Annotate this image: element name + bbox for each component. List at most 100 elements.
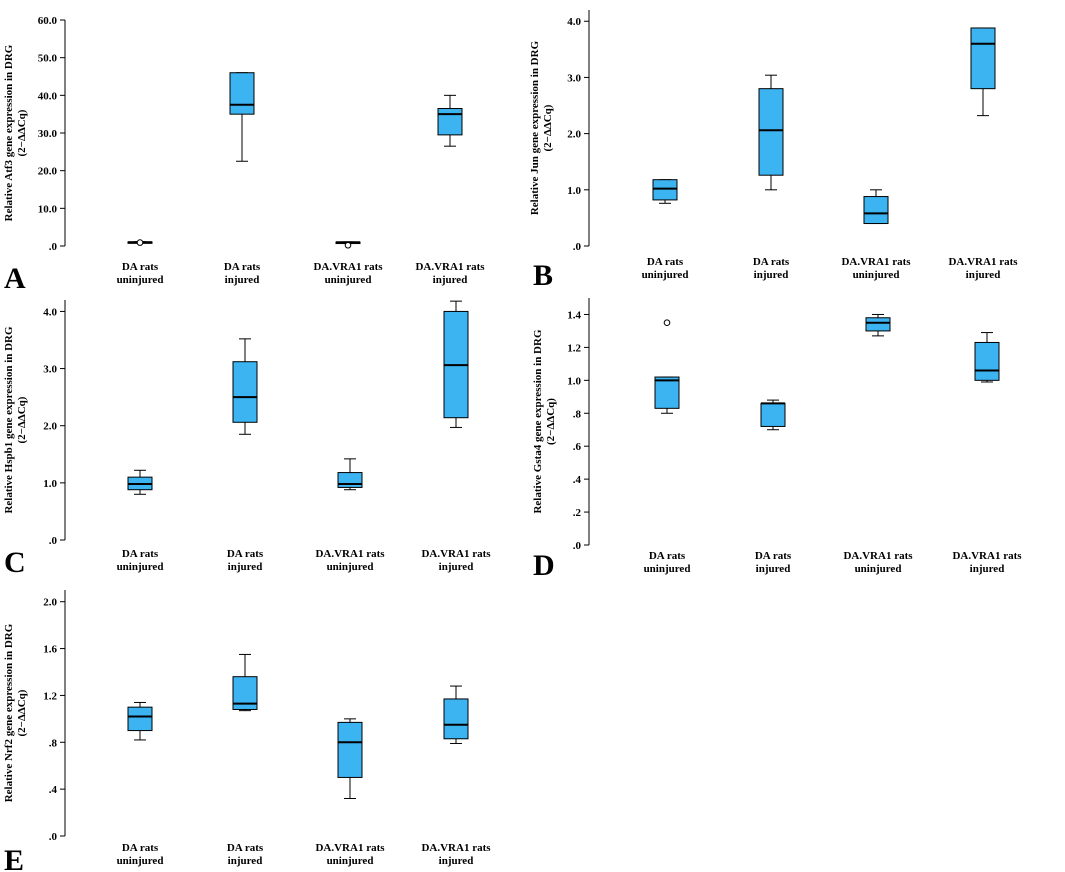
y-tick-label: 1.6 [43,644,57,656]
category-label: injured [439,855,474,867]
y-tick-label: .2 [573,507,582,519]
category-label: DA rats [122,261,159,273]
category-label: injured [225,274,260,286]
y-axis-label: (2−ΔΔCq) [16,689,28,736]
y-tick-label: 3.0 [567,72,581,84]
y-tick-label: .0 [573,540,582,552]
y-tick-label: 10.0 [38,203,58,215]
y-tick-label: 1.4 [567,309,581,321]
box-3 [865,313,891,337]
box-4 [970,27,996,117]
y-tick-label: 20.0 [38,166,58,178]
y-axis-label: Relative Hspb1 gene expression in DRG [3,326,15,514]
y-tick-label: .0 [49,241,58,253]
box-4 [443,685,469,744]
category-label: uninjured [853,269,900,281]
category-label: DA rats [122,548,159,560]
y-tick-label: .0 [49,831,58,843]
iqr-box [760,402,786,427]
y-axis-label: (2−ΔΔCq) [545,398,557,445]
box-1 [127,469,153,495]
y-tick-label: 50.0 [38,53,58,65]
iqr-box [337,472,363,488]
box-3 [337,458,363,491]
iqr-box [437,108,463,136]
iqr-box [974,341,1000,381]
category-label: DA.VRA1 rats [843,550,913,562]
y-tick-label: 60.0 [38,15,58,27]
category-label: uninjured [117,561,164,573]
y-tick-label: 1.0 [567,375,581,387]
iqr-box [865,317,891,332]
y-tick-label: 4.0 [567,16,581,28]
y-axis-label: (2−ΔΔCq) [16,396,28,443]
y-tick-label: 4.0 [43,306,57,318]
category-label: uninjured [327,561,374,573]
y-tick-label: 2.0 [43,597,57,609]
category-label: DA rats [649,550,686,562]
category-label: DA.VRA1 rats [315,548,385,560]
y-tick-label: .8 [49,737,58,749]
box-3 [337,718,363,800]
y-axis-label: Relative Gsta4 gene expression in DRG [532,329,544,513]
category-label: DA.VRA1 rats [952,550,1022,562]
category-label: DA rats [227,548,264,560]
panel-label: C [4,546,26,579]
category-label: DA rats [224,261,261,273]
y-tick-label: 1.2 [43,690,57,702]
category-label: uninjured [642,269,689,281]
iqr-box [652,179,678,201]
y-tick-label: 40.0 [38,90,58,102]
panel-label: A [4,262,26,295]
y-tick-label: .4 [573,474,582,486]
y-tick-label: .6 [573,441,582,453]
category-label: DA.VRA1 rats [841,256,911,268]
box-4 [974,332,1000,383]
box-1 [127,239,153,246]
category-label: DA.VRA1 rats [948,256,1018,268]
y-tick-label: 30.0 [38,128,58,140]
y-tick-label: 1.2 [567,342,581,354]
category-label: DA.VRA1 rats [421,548,491,560]
category-label: DA.VRA1 rats [415,261,485,273]
category-label: DA rats [227,842,264,854]
category-label: uninjured [117,855,164,867]
panel-b: .0 1.0 2.0 3.0 4.0 Relative Jun gene expressi… [529,10,1018,292]
panel-e: .0 .4 .8 1.2 1.6 2.0 Relative Nrf2 gene expres… [3,590,491,872]
y-tick-label: 1.0 [43,478,57,490]
box-2 [229,72,255,162]
box-2 [232,653,258,712]
category-label: injured [754,269,789,281]
iqr-box [232,361,258,423]
iqr-box [443,698,469,740]
panel-label: D [533,549,555,582]
y-tick-label: .4 [49,784,58,796]
box-2 [760,399,786,431]
y-tick-label: 2.0 [43,421,57,433]
iqr-box [758,88,784,176]
category-label: DA rats [122,842,159,854]
y-axis-label: Relative Atf3 gene expression in DRG [3,44,15,221]
panel-d: .0 .2 .4 .6 .8 1.0 1.2 1.4 Relative Gsta4 gene e… [532,298,1022,582]
category-label: DA rats [753,256,790,268]
category-label: injured [228,855,263,867]
box-1 [652,179,678,204]
category-label: injured [439,561,474,573]
category-label: DA.VRA1 rats [315,842,385,854]
category-label: uninjured [325,274,372,286]
iqr-box [127,706,153,732]
y-axis-label: (2−ΔΔCq) [542,104,554,151]
outlier-point [136,239,144,246]
panel-label: E [4,844,24,872]
y-tick-label: .0 [49,535,58,547]
y-tick-label: 2.0 [567,129,581,141]
box-2 [758,74,784,191]
outlier-point [663,319,671,327]
category-label: injured [970,563,1005,575]
category-label: DA rats [647,256,684,268]
y-axis-label: Relative Jun gene expression in DRG [529,40,541,215]
category-label: DA.VRA1 rats [421,842,491,854]
category-label: injured [966,269,1001,281]
category-label: DA rats [755,550,792,562]
